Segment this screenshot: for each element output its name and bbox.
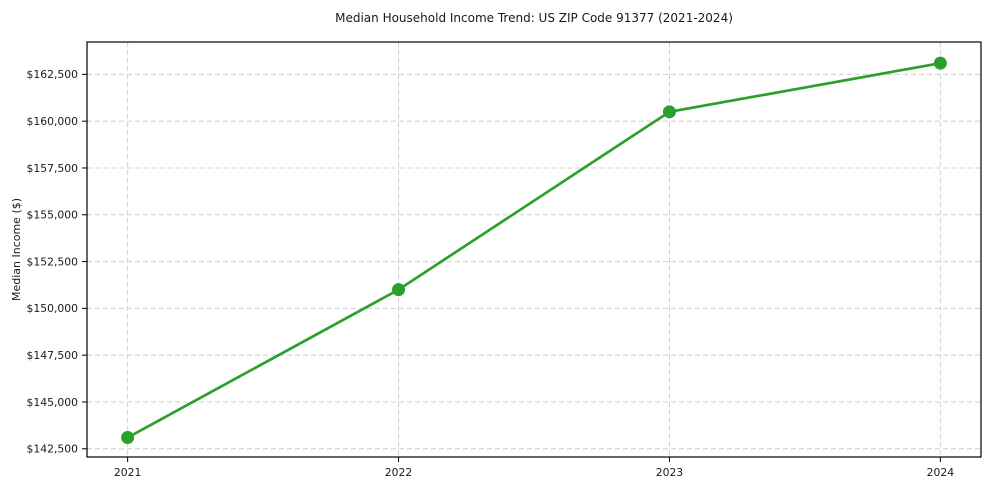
y-tick-label: $150,000	[26, 302, 78, 315]
y-tick-label: $147,500	[26, 349, 78, 362]
x-tick-label: 2023	[656, 466, 683, 479]
plot-border	[86, 41, 982, 458]
x-tick-label: 2022	[385, 466, 412, 479]
data-point-2021	[121, 431, 135, 445]
y-tick-label: $142,500	[26, 443, 78, 456]
grid-lines	[87, 42, 981, 457]
data-point-2023	[662, 105, 676, 119]
data-point-2024	[933, 56, 947, 70]
y-tick-label: $160,000	[26, 115, 78, 128]
chart-title: Median Household Income Trend: US ZIP Co…	[335, 11, 733, 25]
data-point-2022	[392, 283, 406, 297]
x-tick-label: 2021	[114, 466, 141, 479]
y-tick-label: $155,000	[26, 209, 78, 222]
tick-labels: $142,500 $145,000 $147,500 $150,000 $152,500…	[26, 68, 954, 479]
y-tick-label: $157,500	[26, 162, 78, 175]
axes	[82, 41, 982, 462]
data-series	[121, 56, 947, 445]
y-tick-label: $145,000	[26, 396, 78, 409]
y-tick-label: $152,500	[26, 255, 78, 268]
y-axis-label: Median Income ($)	[10, 198, 23, 301]
trend-line	[126, 61, 942, 439]
x-tick-label: 2024	[927, 466, 955, 479]
y-tick-label: $162,500	[26, 68, 78, 81]
